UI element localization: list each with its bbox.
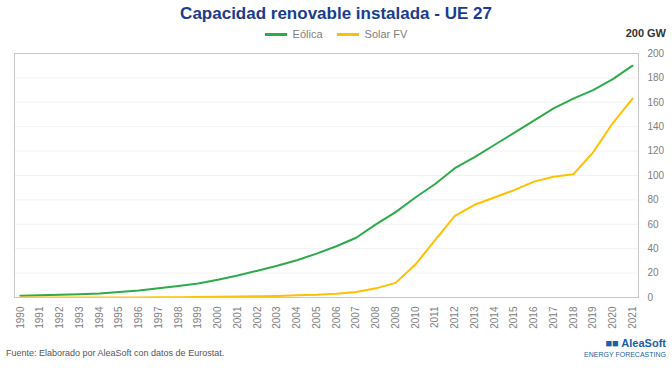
svg-text:1992: 1992 (54, 306, 65, 329)
svg-text:2020: 2020 (607, 306, 618, 329)
svg-text:1999: 1999 (192, 306, 203, 329)
svg-text:40: 40 (648, 243, 660, 254)
html-text:Fuente: Elaborado por AleaSoft: Fuente: Elaborado por AleaSoft con datos… (6, 348, 225, 358)
svg-text:2008: 2008 (370, 306, 381, 329)
svg-text:2006: 2006 (331, 306, 342, 329)
svg-text:100: 100 (648, 170, 665, 181)
svg-text:2002: 2002 (252, 306, 263, 329)
svg-text:2021: 2021 (627, 306, 638, 329)
svg-text:60: 60 (648, 219, 660, 230)
html-text:Solar FV: Solar FV (364, 28, 408, 40)
svg-text:200: 200 (648, 48, 665, 59)
svg-text:2017: 2017 (548, 306, 559, 329)
svg-text:2003: 2003 (271, 306, 282, 329)
svg-text:2018: 2018 (568, 306, 579, 329)
html-text:ENERGY FORECASTING: ENERGY FORECASTING (584, 351, 666, 358)
svg-text:2007: 2007 (350, 306, 361, 329)
svg-text:1997: 1997 (153, 306, 164, 329)
svg-text:1991: 1991 (34, 306, 45, 329)
svg-text:1995: 1995 (113, 306, 124, 329)
svg-text:180: 180 (648, 72, 665, 83)
svg-text:2004: 2004 (291, 306, 302, 329)
svg-text:2009: 2009 (390, 306, 401, 329)
html-text:Eólica: Eólica (292, 28, 323, 40)
svg-text:1998: 1998 (173, 306, 184, 329)
svg-text:2014: 2014 (489, 306, 500, 329)
svg-text:1993: 1993 (74, 306, 85, 329)
html-text:200 GW: 200 GW (625, 27, 666, 39)
svg-text:2005: 2005 (311, 306, 322, 329)
svg-text:2001: 2001 (232, 306, 243, 329)
svg-text:2019: 2019 (587, 306, 598, 329)
svg-text:80: 80 (648, 194, 660, 205)
svg-text:1996: 1996 (133, 306, 144, 329)
svg-text:160: 160 (648, 97, 665, 108)
svg-text:2010: 2010 (410, 306, 421, 329)
svg-text:2015: 2015 (508, 306, 519, 329)
svg-text:20: 20 (648, 267, 660, 278)
html-text:■■ AleaSoft: ■■ AleaSoft (605, 337, 666, 349)
svg-text:0: 0 (648, 292, 654, 303)
svg-text:2011: 2011 (429, 306, 440, 328)
svg-text:2012: 2012 (449, 306, 460, 329)
svg-text:1994: 1994 (94, 306, 105, 329)
svg-text:2013: 2013 (469, 306, 480, 329)
svg-text:1990: 1990 (15, 306, 26, 329)
svg-text:2016: 2016 (528, 306, 539, 329)
svg-text:2000: 2000 (212, 306, 223, 329)
html-text:Capacidad renovable instalada: Capacidad renovable instalada - UE 27 (180, 4, 492, 23)
svg-text:120: 120 (648, 145, 665, 156)
svg-text:140: 140 (648, 121, 665, 132)
